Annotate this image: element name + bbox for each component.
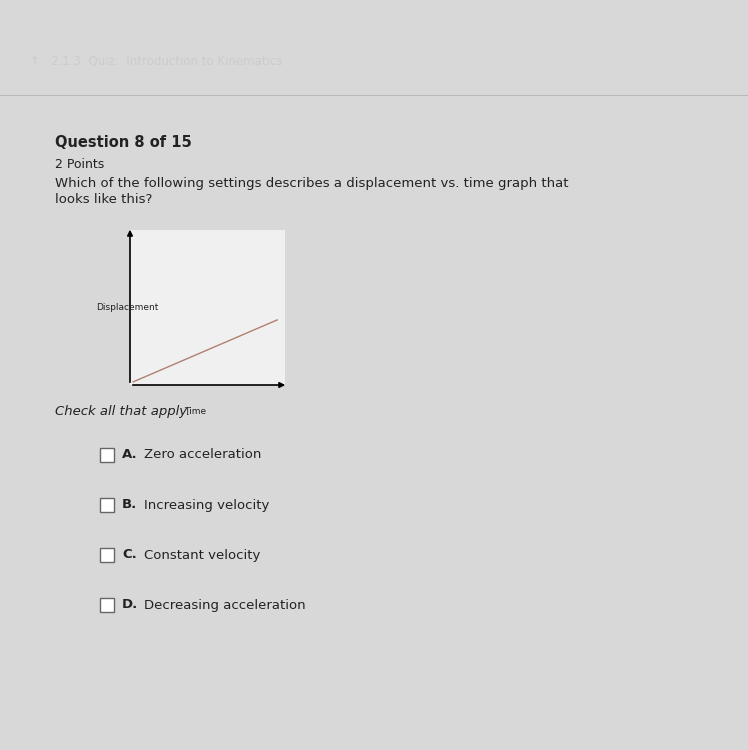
Text: Time: Time [184,406,206,416]
Text: Constant velocity: Constant velocity [144,548,260,562]
Text: C.: C. [122,548,137,562]
Text: Check all that apply.: Check all that apply. [55,405,191,418]
Text: looks like this?: looks like this? [55,193,153,206]
Text: Question 8 of 15: Question 8 of 15 [55,135,191,150]
Text: Decreasing acceleration: Decreasing acceleration [144,598,306,611]
Text: A.: A. [122,448,138,461]
Bar [100,448,114,462]
Text: 2 Points: 2 Points [55,158,104,171]
Text: Which of the following settings describes a displacement vs. time graph that: Which of the following settings describe… [55,177,568,190]
Bar [100,498,114,512]
Text: Zero acceleration: Zero acceleration [144,448,261,461]
Text: ↑   2.1.3  Quiz:  Introduction to Kinematics: ↑ 2.1.3 Quiz: Introduction to Kinematics [30,55,283,68]
Text: Increasing velocity: Increasing velocity [144,499,269,512]
Text: B.: B. [122,499,137,512]
Bar [100,548,114,562]
Bar [100,598,114,612]
Text: Displacement: Displacement [96,303,159,312]
Text: D.: D. [122,598,138,611]
